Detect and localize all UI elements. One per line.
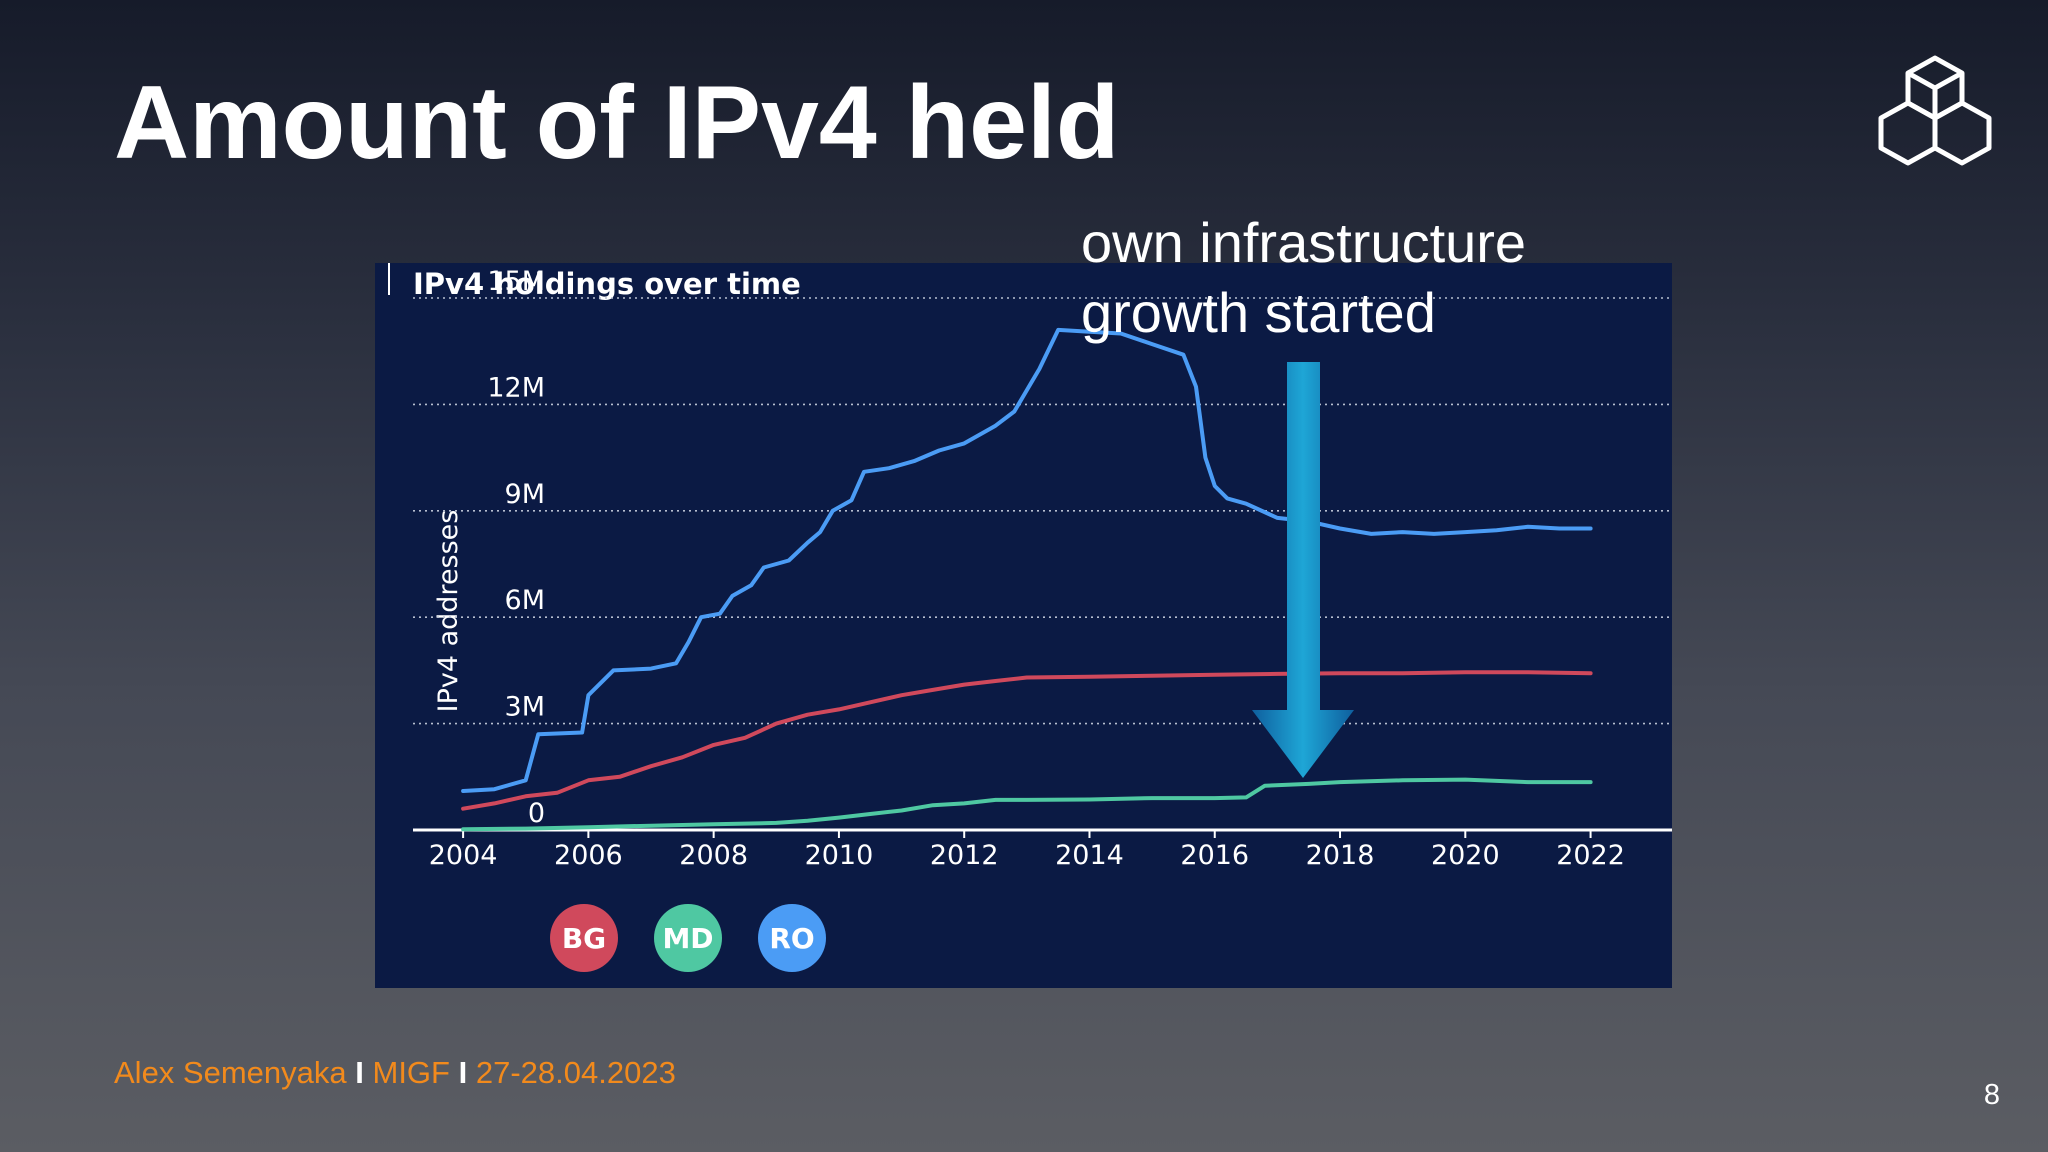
chart-panel: IPv4 holdings over time IPv4 addresses 0… xyxy=(375,263,1672,988)
footer-author: Alex Semenyaka xyxy=(114,1055,347,1090)
stacked-cubes-logo-icon xyxy=(1878,55,1992,166)
series-line-bg xyxy=(461,670,1593,811)
y-axis-label: IPv4 addresses xyxy=(433,510,464,713)
y-tick-label: 3M xyxy=(505,692,545,723)
x-tick-label: 2022 xyxy=(1556,840,1625,871)
annotation-line-1: own infrastructure xyxy=(1081,211,1527,274)
x-tick-label: 2006 xyxy=(554,840,623,871)
series-line-md xyxy=(461,777,1593,832)
footer-dates: 27-28.04.2023 xyxy=(475,1055,676,1090)
legend-label: BG xyxy=(562,922,606,955)
chart-title: IPv4 holdings over time xyxy=(413,267,801,301)
y-tick-label: 12M xyxy=(487,372,545,403)
y-tick-label: 0 xyxy=(528,798,545,829)
legend-badge xyxy=(654,904,722,972)
annotation-text: own infrastructure growth started xyxy=(1081,208,1581,348)
page-number: 8 xyxy=(1983,1079,2000,1111)
x-tick-label: 2018 xyxy=(1306,840,1375,871)
legend-badge xyxy=(550,904,618,972)
legend-label: RO xyxy=(769,922,814,955)
x-tick-label: 2016 xyxy=(1180,840,1249,871)
slide-title: Amount of IPv4 held xyxy=(114,65,1120,181)
footer: Alex Semenyaka I MIGF I 27-28.04.2023 xyxy=(114,1055,676,1091)
x-tick-label: 2008 xyxy=(679,840,748,871)
ipv4-holdings-chart: IPv4 holdings over time IPv4 addresses 0… xyxy=(388,263,1672,972)
footer-event: MIGF xyxy=(372,1055,451,1090)
legend-label: MD xyxy=(662,922,713,955)
down-arrow-icon xyxy=(1252,362,1354,778)
series-line-ro xyxy=(461,327,1593,793)
y-tick-label: 15M xyxy=(487,266,545,297)
y-tick-label: 6M xyxy=(505,585,545,616)
footer-separator: I xyxy=(355,1055,364,1090)
x-tick-label: 2004 xyxy=(429,840,498,871)
x-tick-label: 2014 xyxy=(1055,840,1124,871)
y-tick-label: 9M xyxy=(505,479,545,510)
x-tick-label: 2010 xyxy=(805,840,874,871)
x-tick-label: 2020 xyxy=(1431,840,1500,871)
legend-item-bg: BG xyxy=(550,904,618,972)
annotation-line-2: growth started xyxy=(1081,281,1436,344)
x-tick-label: 2012 xyxy=(930,840,999,871)
legend-item-ro: RO xyxy=(758,904,826,972)
footer-separator: I xyxy=(458,1055,468,1090)
legend-item-md: MD xyxy=(654,904,722,972)
legend-badge xyxy=(758,904,826,972)
